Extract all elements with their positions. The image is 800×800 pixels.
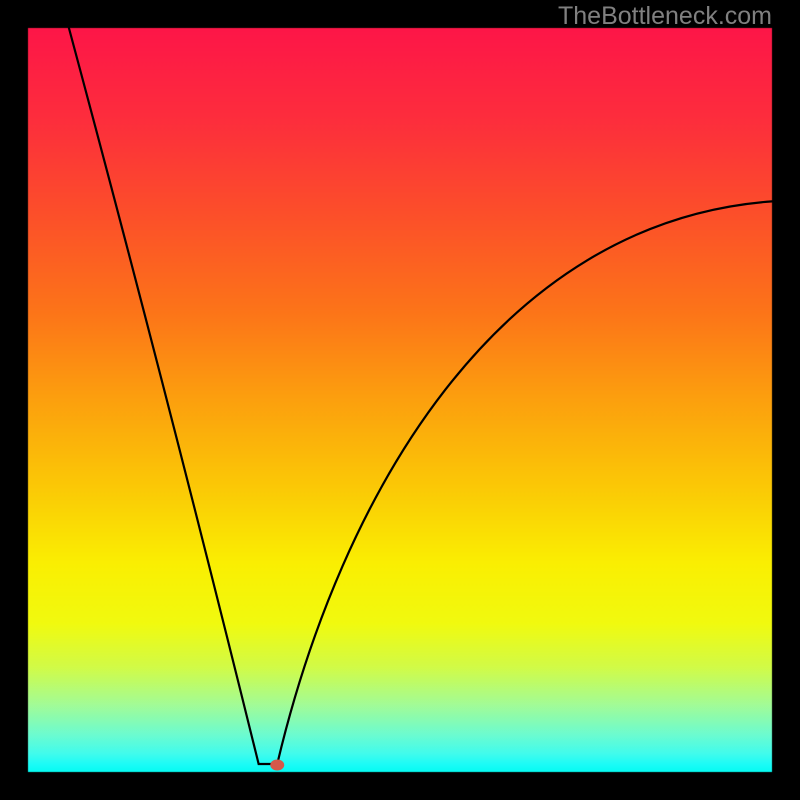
- bottleneck-curve: [69, 28, 772, 764]
- curve-overlay: [0, 0, 800, 800]
- chart-container: TheBottleneck.com: [0, 0, 800, 800]
- watermark-text: TheBottleneck.com: [558, 2, 772, 31]
- optimal-point-dot: [270, 760, 284, 771]
